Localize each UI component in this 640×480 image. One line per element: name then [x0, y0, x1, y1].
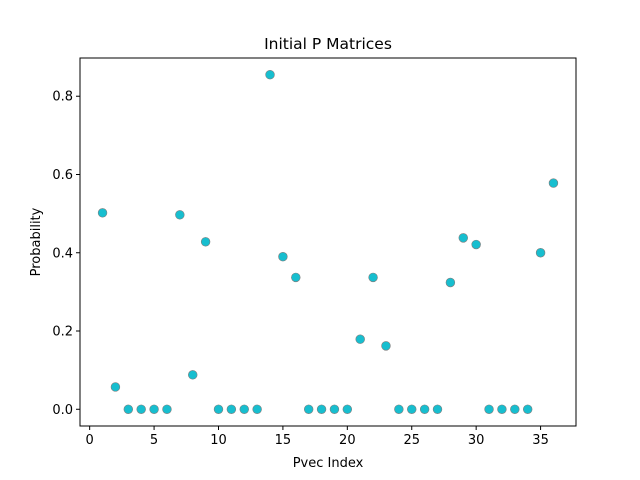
- data-point: [368, 272, 378, 283]
- data-point: [548, 178, 559, 188]
- data-point: [484, 404, 494, 414]
- data-point: [136, 404, 146, 414]
- data-point: [497, 404, 507, 414]
- data-point: [445, 277, 456, 288]
- data-point: [175, 210, 185, 220]
- data-point: [162, 404, 172, 414]
- data-point: [394, 404, 404, 414]
- y-tick-label: 0.2: [52, 325, 73, 340]
- data-point: [471, 239, 481, 250]
- data-point: [265, 70, 275, 80]
- data-point: [278, 251, 288, 262]
- y-tick-label: 0.8: [52, 90, 73, 105]
- data-points: [97, 70, 559, 414]
- data-point: [432, 404, 443, 414]
- data-point: [329, 404, 340, 414]
- y-tick-label: 0.0: [52, 403, 73, 418]
- chart-title: Initial P Matrices: [264, 35, 392, 53]
- data-point: [510, 404, 520, 414]
- y-tick-label: 0.6: [52, 168, 73, 183]
- plot-frame: [79, 57, 577, 427]
- x-axis-ticks: 0 5 10 15 20 25 30 35: [86, 426, 549, 448]
- y-axis-label: Probability: [29, 207, 44, 276]
- data-point: [291, 272, 301, 283]
- x-tick-label: 25: [403, 433, 420, 448]
- data-point: [188, 370, 198, 380]
- x-axis-label: Pvec Index: [293, 456, 364, 471]
- data-point: [355, 334, 365, 344]
- data-point: [149, 404, 159, 414]
- plot-area: [80, 58, 576, 426]
- data-point: [123, 404, 134, 414]
- x-tick-label: 5: [150, 433, 158, 448]
- y-tick-label: 0.4: [52, 246, 73, 261]
- data-point: [252, 404, 262, 414]
- data-point: [213, 404, 224, 414]
- data-point: [239, 404, 249, 414]
- x-tick-label: 35: [532, 433, 549, 448]
- data-point: [342, 404, 353, 414]
- x-tick-label: 0: [86, 433, 94, 448]
- data-point: [522, 404, 533, 414]
- data-point: [407, 404, 417, 414]
- data-point: [97, 208, 108, 218]
- x-tick-label: 30: [468, 433, 485, 448]
- data-point: [303, 404, 314, 414]
- data-point: [381, 341, 391, 351]
- data-point: [200, 237, 211, 247]
- data-point: [226, 404, 237, 414]
- data-point: [419, 404, 430, 414]
- x-tick-label: 15: [275, 433, 292, 448]
- x-tick-label: 10: [210, 433, 227, 448]
- data-point: [316, 404, 327, 414]
- x-tick-label: 20: [339, 433, 356, 448]
- data-point: [110, 382, 121, 392]
- data-point: [535, 248, 546, 258]
- y-axis-ticks: 0.0 0.2 0.4 0.6 0.8: [52, 90, 80, 418]
- data-point: [458, 233, 468, 243]
